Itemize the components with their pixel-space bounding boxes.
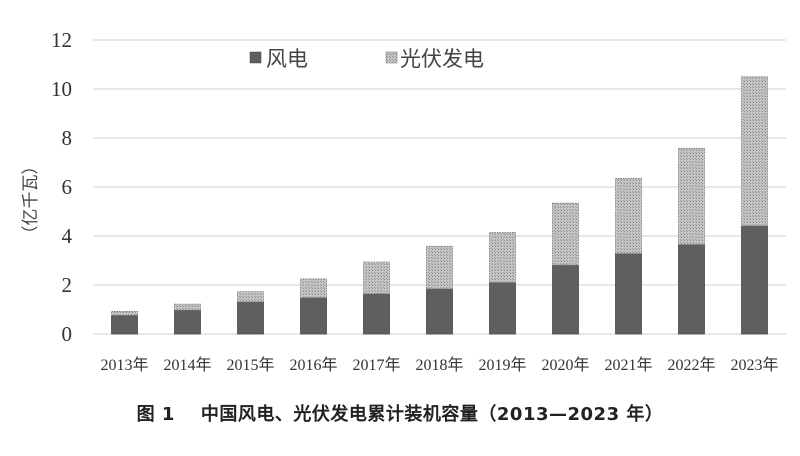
x-tick-label: 2019年 bbox=[478, 356, 526, 374]
x-tick-label: 2022年 bbox=[667, 356, 715, 374]
x-tick-label: 2021年 bbox=[604, 356, 652, 374]
legend-swatch-wind bbox=[249, 51, 262, 64]
figure-number: 图 1 bbox=[136, 404, 175, 425]
legend-label-solar: 光伏发电 bbox=[400, 47, 484, 71]
bars bbox=[111, 76, 768, 335]
bar-segment-solar bbox=[615, 178, 642, 255]
bar-segment-solar bbox=[552, 202, 579, 266]
bar-segment-solar bbox=[426, 245, 453, 290]
bar-segment-wind bbox=[174, 309, 201, 335]
bar-segment-wind bbox=[111, 314, 138, 335]
bar-segment-wind bbox=[237, 301, 264, 335]
x-tick-label: 2023年 bbox=[730, 356, 778, 374]
legend: 风电 光伏发电 bbox=[249, 47, 484, 71]
bar-segment-solar bbox=[741, 76, 768, 227]
bar-segment-solar bbox=[363, 261, 390, 295]
bar-segment-wind bbox=[678, 244, 705, 335]
x-tick-label: 2020年 bbox=[541, 356, 589, 374]
y-axis-ticks: 0 2 4 6 8 10 12 bbox=[51, 28, 73, 346]
gridlines bbox=[93, 39, 786, 335]
bar-segment-solar bbox=[300, 278, 327, 299]
x-tick-label: 2018年 bbox=[415, 356, 463, 374]
bar-segment-wind bbox=[741, 225, 768, 335]
y-tick-label: 2 bbox=[62, 273, 73, 297]
x-tick-label: 2017年 bbox=[352, 356, 400, 374]
y-tick-label: 4 bbox=[62, 224, 73, 248]
bar-segment-solar bbox=[489, 232, 516, 283]
bar-segment-wind bbox=[489, 282, 516, 335]
bar-segment-wind bbox=[300, 297, 327, 335]
y-tick-label: 10 bbox=[51, 77, 72, 101]
x-tick-label: 2014年 bbox=[163, 356, 211, 374]
x-tick-label: 2015年 bbox=[226, 356, 274, 374]
figure-title: 中国风电、光伏发电累计装机容量（2013—2023 年） bbox=[200, 404, 664, 425]
legend-item-wind[interactable]: 风电 bbox=[249, 47, 308, 71]
y-tick-label: 8 bbox=[62, 126, 73, 150]
bar-segment-wind bbox=[363, 293, 390, 335]
legend-label-wind: 风电 bbox=[266, 47, 308, 71]
y-tick-label: 6 bbox=[62, 175, 73, 199]
bar-segment-solar bbox=[678, 147, 705, 245]
legend-item-solar[interactable]: 光伏发电 bbox=[385, 47, 484, 71]
y-axis-label: （亿千瓦） bbox=[21, 158, 41, 243]
figure-caption: 图 1 中国风电、光伏发电累计装机容量（2013—2023 年） bbox=[0, 400, 800, 426]
bar-segment-solar bbox=[174, 303, 201, 311]
bar-segment-wind bbox=[615, 253, 642, 335]
bar-segment-solar bbox=[111, 311, 138, 316]
y-tick-label: 12 bbox=[51, 28, 72, 52]
y-tick-label: 0 bbox=[62, 322, 73, 346]
bar-segment-wind bbox=[426, 288, 453, 335]
bar-segment-solar bbox=[237, 291, 264, 303]
legend-swatch-solar bbox=[385, 51, 398, 64]
x-axis-ticks: 2013年 2014年 2015年 2016年 2017年 2018年 2019年 2020年… bbox=[100, 356, 778, 374]
x-tick-label: 2016年 bbox=[289, 356, 337, 374]
bar-segment-wind bbox=[552, 264, 579, 335]
x-tick-label: 2013年 bbox=[100, 356, 148, 374]
